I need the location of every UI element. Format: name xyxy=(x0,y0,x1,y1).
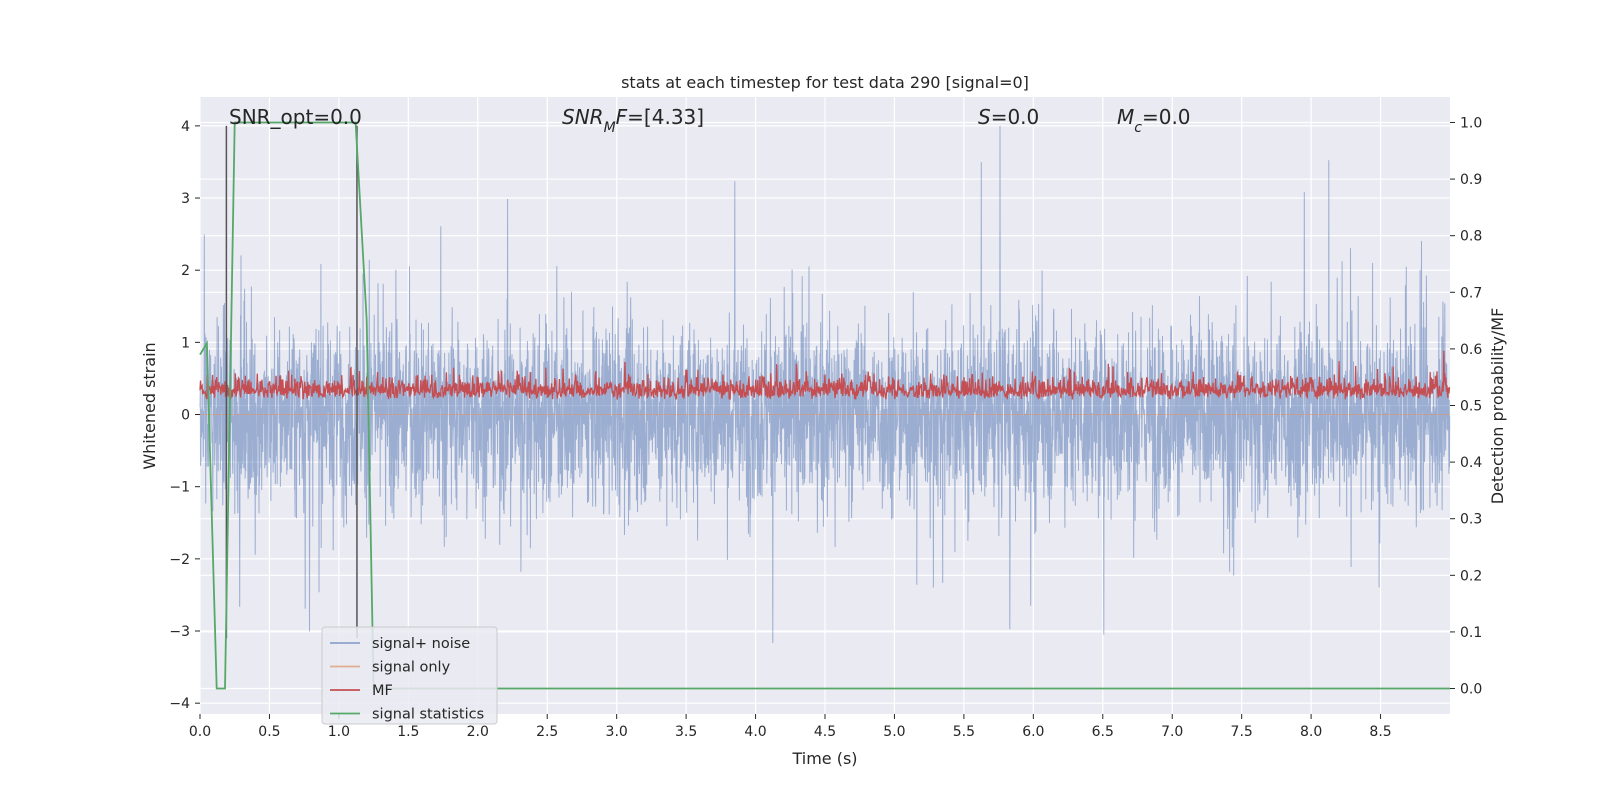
x-tick-label: 5.0 xyxy=(883,724,905,740)
x-tick-label: 2.0 xyxy=(467,724,489,740)
annotations: SNR_opt=0.0 SNRMF=[4.33] S=0.0 Mc=0.0 xyxy=(229,105,1191,136)
y-tick-label-right: 0.6 xyxy=(1460,342,1482,358)
annotation-3: S=0.0 xyxy=(978,105,1039,129)
series-signal-noise xyxy=(199,125,1451,644)
chart-title: stats at each timestep for test data 290… xyxy=(621,73,1029,92)
y-tick-label-left: −4 xyxy=(169,696,190,712)
x-tick-label: 8.5 xyxy=(1369,724,1391,740)
x-tick-label: 8.0 xyxy=(1300,724,1322,740)
x-tick-label: 3.0 xyxy=(606,724,628,740)
y-tick-label-left: 0 xyxy=(181,408,190,424)
legend: signal+ noise signal only MF signal statist… xyxy=(321,626,498,725)
y-tick-label-right: 0.1 xyxy=(1460,625,1482,641)
x-tick-label: 7.0 xyxy=(1161,724,1183,740)
y-tick-label-left: 3 xyxy=(181,191,190,207)
y-tick-label-right: 0.9 xyxy=(1460,172,1482,188)
annotation-1: SNR_opt=0.0 xyxy=(229,105,362,129)
y-tick-label-left: 4 xyxy=(181,119,190,135)
y-tick-label-right: 0.3 xyxy=(1460,512,1482,528)
left-y-axis-ticks: 4 3 2 1 0 −1 −2 −3 −4 xyxy=(169,119,200,712)
y-tick-label-left: −2 xyxy=(169,552,190,568)
y-tick-label-right: 0.5 xyxy=(1460,399,1482,415)
x-tick-label: 0.0 xyxy=(189,724,211,740)
right-y-axis-ticks: 1.0 0.9 0.8 0.7 0.6 0.5 0.4 0.3 0.2 0.1 0.0 xyxy=(1450,115,1482,698)
x-axis-label: Time (s) xyxy=(791,749,857,768)
y-tick-label-right: 0.2 xyxy=(1460,568,1482,584)
x-tick-label: 6.0 xyxy=(1022,724,1044,740)
x-tick-label: 1.0 xyxy=(328,724,350,740)
x-tick-label: 2.5 xyxy=(536,724,558,740)
y-tick-label-left: −1 xyxy=(169,480,190,496)
x-tick-label: 3.5 xyxy=(675,724,697,740)
annotation-4: Mc=0.0 xyxy=(1117,105,1191,136)
x-tick-label: 5.5 xyxy=(953,724,975,740)
legend-label: signal+ noise xyxy=(372,636,470,652)
y-tick-label-left: 2 xyxy=(181,263,190,279)
x-tick-label: 1.5 xyxy=(397,724,419,740)
x-tick-label: 4.0 xyxy=(744,724,766,740)
right-y-axis-label: Detection probability/MF xyxy=(1488,308,1507,505)
y-tick-label-right: 1.0 xyxy=(1460,115,1482,131)
annotation-2: SNRMF=[4.33] xyxy=(562,105,704,136)
x-tick-label: 0.5 xyxy=(258,724,280,740)
x-axis-ticks: 0.0 0.5 1.0 1.5 2.0 2.5 3.0 3.5 4.0 4.5 5.0 5.5 6.0 6… xyxy=(189,714,1392,740)
y-tick-label-left: 1 xyxy=(181,335,190,351)
x-tick-label: 6.5 xyxy=(1092,724,1114,740)
y-tick-label-right: 0.7 xyxy=(1460,285,1482,301)
legend-box xyxy=(321,626,498,725)
legend-label: signal only xyxy=(372,660,451,676)
y-tick-label-right: 0.4 xyxy=(1460,455,1482,471)
left-y-axis-label: Whitened strain xyxy=(140,342,159,469)
y-tick-label-right: 0.8 xyxy=(1460,229,1482,245)
x-tick-label: 4.5 xyxy=(814,724,836,740)
signal-noise-line xyxy=(199,125,1451,644)
x-tick-label: 7.5 xyxy=(1231,724,1253,740)
vertical-markers xyxy=(225,125,358,639)
mf-line xyxy=(199,350,1451,401)
legend-label: signal statistics xyxy=(372,707,484,723)
legend-label: MF xyxy=(372,683,393,699)
series-mf xyxy=(199,350,1451,401)
y-tick-label-right: 0.0 xyxy=(1460,682,1482,698)
y-tick-label-left: −3 xyxy=(169,624,190,640)
